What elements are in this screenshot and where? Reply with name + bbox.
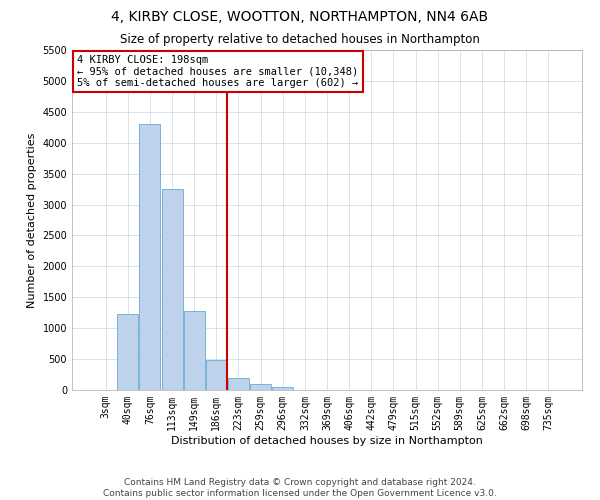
Bar xyxy=(228,378,249,390)
Bar xyxy=(250,384,271,390)
Bar xyxy=(161,189,182,390)
Text: Contains HM Land Registry data © Crown copyright and database right 2024.
Contai: Contains HM Land Registry data © Crown c… xyxy=(103,478,497,498)
X-axis label: Distribution of detached houses by size in Northampton: Distribution of detached houses by size … xyxy=(171,436,483,446)
Text: 4, KIRBY CLOSE, WOOTTON, NORTHAMPTON, NN4 6AB: 4, KIRBY CLOSE, WOOTTON, NORTHAMPTON, NN… xyxy=(112,10,488,24)
Bar xyxy=(184,311,205,390)
Y-axis label: Number of detached properties: Number of detached properties xyxy=(27,132,37,308)
Bar xyxy=(139,124,160,390)
Text: 4 KIRBY CLOSE: 198sqm
← 95% of detached houses are smaller (10,348)
5% of semi-d: 4 KIRBY CLOSE: 198sqm ← 95% of detached … xyxy=(77,55,358,88)
Bar xyxy=(272,386,293,390)
Text: Size of property relative to detached houses in Northampton: Size of property relative to detached ho… xyxy=(120,32,480,46)
Bar xyxy=(206,360,227,390)
Bar xyxy=(118,314,139,390)
